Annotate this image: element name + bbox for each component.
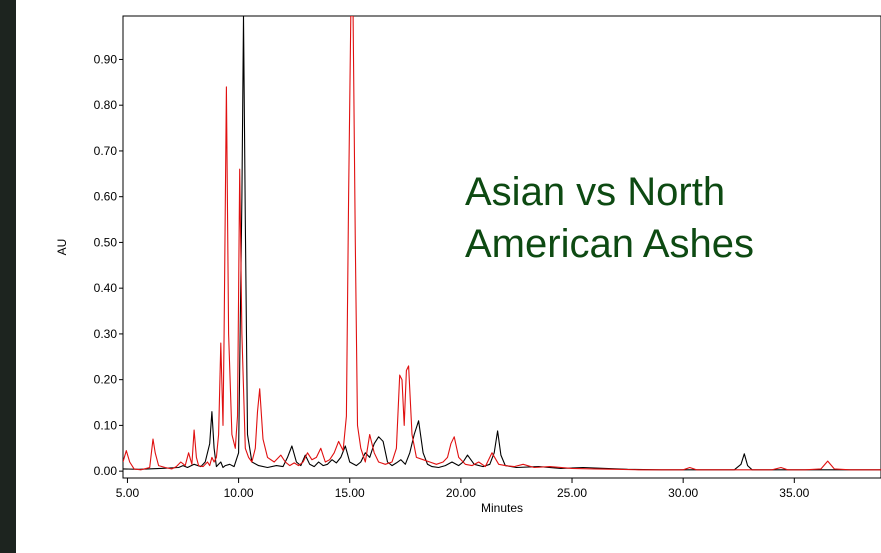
series-line-2 — [123, 16, 881, 471]
y-tick-label: 0.50 — [94, 235, 118, 249]
y-tick-label: 0.20 — [94, 373, 118, 387]
y-tick-label: 0.80 — [94, 98, 118, 112]
y-tick-label: 0.00 — [94, 464, 118, 478]
annotation-line-2: American Ashes — [465, 222, 755, 266]
y-tick-label: 0.40 — [94, 281, 118, 295]
x-axis-ticks: 5.00 10.00 15.00 20.00 25.00 30.00 35.00 — [116, 478, 810, 500]
y-axis-ticks: 0.00 0.10 0.20 0.30 0.40 0.50 0.60 0.70 0.80 0.90 — [94, 52, 123, 478]
chart-annotation: Asian vs North American Ashes — [465, 166, 754, 270]
x-axis-title: Minutes — [481, 501, 523, 515]
y-tick-label: 0.10 — [94, 418, 118, 432]
chart-frame: 0.00 0.10 0.20 0.30 0.40 0.50 0.60 0.70 0.80 0.90… — [16, 0, 881, 553]
y-tick-label: 0.90 — [94, 52, 118, 66]
x-tick-label: 15.00 — [335, 486, 365, 500]
annotation-line-1: Asian vs North — [465, 170, 726, 214]
x-tick-label: 20.00 — [446, 486, 476, 500]
chromatogram-chart: 0.00 0.10 0.20 0.30 0.40 0.50 0.60 0.70 0.80 0.90… — [55, 15, 881, 515]
y-tick-label: 0.70 — [94, 144, 118, 158]
x-tick-label: 10.00 — [224, 486, 254, 500]
x-tick-label: 30.00 — [668, 486, 698, 500]
series-line-1 — [123, 16, 881, 471]
x-tick-label: 35.00 — [779, 486, 809, 500]
y-tick-label: 0.60 — [94, 190, 118, 204]
plot-area — [122, 15, 881, 479]
x-tick-label: 25.00 — [557, 486, 587, 500]
x-tick-label: 5.00 — [116, 486, 140, 500]
y-axis-title: AU — [55, 239, 69, 256]
y-tick-label: 0.30 — [94, 327, 118, 341]
series-layer — [123, 16, 881, 471]
